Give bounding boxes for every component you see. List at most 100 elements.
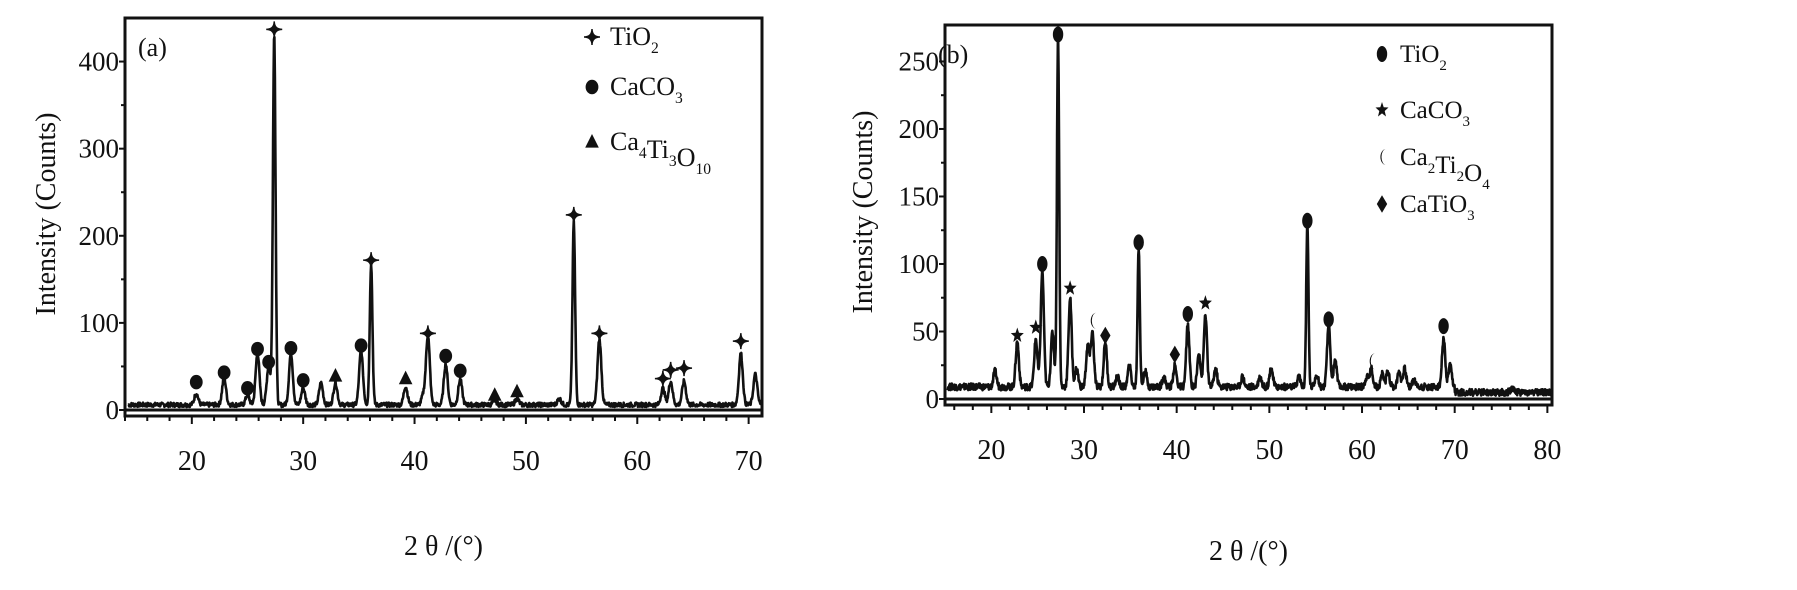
x-tick-label: 20 [977, 435, 1005, 466]
legend-subscript: 2 [1439, 58, 1447, 74]
peak-marker-diamond [1100, 326, 1111, 345]
legend-subscript: 4 [1482, 177, 1490, 193]
peak-marker-cross [676, 360, 693, 377]
peak-marker-crescent [1090, 312, 1097, 329]
legend-subscript: 2 [1428, 161, 1436, 177]
peak-marker-circle [189, 374, 203, 390]
peak-marker-star [1063, 280, 1077, 295]
legend-marker-triangle-icon [585, 134, 599, 148]
y-tick-label: 100 [79, 308, 120, 338]
peak-marker-circle [241, 381, 254, 396]
legend-subscript: 3 [1463, 114, 1471, 130]
plot-frame [123, 16, 764, 418]
legend-text: CaTiO [1400, 191, 1467, 218]
legend-text: Ca [610, 127, 639, 156]
x-tick-label: 40 [1163, 435, 1191, 466]
x-tick-label: 70 [1441, 435, 1469, 466]
peak-marker-triangle [398, 370, 413, 385]
peak-marker-cross [363, 252, 380, 269]
peak-marker-cross [591, 325, 608, 342]
peak-marker-crescent [1369, 353, 1376, 370]
x-tick-label: 30 [1070, 435, 1098, 466]
x-tick-label: 60 [1348, 435, 1376, 466]
legend-marker-diamond-icon [1376, 195, 1388, 213]
peak-marker-circle [439, 348, 453, 364]
peak-marker-oval [1052, 26, 1064, 43]
legend-marker-circle-icon [585, 79, 599, 95]
xrd-pattern-line [127, 35, 763, 409]
y-tick-label: 150 [899, 181, 940, 211]
x-tick-label: 80 [1533, 435, 1561, 466]
peak-marker-cross [732, 333, 749, 350]
legend-marker-crescent-icon [1380, 149, 1386, 165]
legend-subscript: 3 [1467, 208, 1475, 224]
peak-marker-circle [262, 354, 276, 370]
peak-marker-cross [654, 370, 671, 387]
x-tick-label: 30 [289, 446, 317, 477]
y-tick-label: 250 [899, 46, 940, 76]
peak-marker-oval [1037, 255, 1048, 272]
legend-text: Ca [1400, 144, 1428, 171]
y-tick-label: 400 [79, 47, 120, 77]
x-tick-label: 50 [512, 446, 540, 477]
legend-marker-cross-icon [583, 28, 601, 46]
peak-marker-circle [354, 338, 368, 353]
x-tick-label: 60 [623, 446, 651, 477]
legend-marker-oval-icon [1376, 46, 1388, 62]
peak-marker-circle [453, 363, 467, 378]
legend-subscript: 2 [651, 40, 659, 57]
y-tick-label: 100 [899, 249, 940, 279]
peak-marker-oval [1323, 311, 1334, 328]
peak-marker-circle [217, 365, 231, 380]
legend-label: CaTiO3 [1400, 191, 1475, 224]
peak-marker-cross [266, 21, 283, 38]
x-axis-label: 2 θ /(°) [404, 531, 483, 562]
peak-marker-star [1029, 319, 1043, 334]
y-tick-label: 300 [79, 134, 120, 164]
legend-text: TiO [610, 22, 651, 51]
legend-text: O [677, 143, 696, 172]
x-axis-label: 2 θ /(°) [1209, 536, 1288, 567]
legend-subscript: 10 [695, 161, 711, 178]
peak-marker-cross [662, 361, 679, 378]
legend-subscript: 3 [675, 90, 683, 107]
legend-text: O [1464, 160, 1482, 187]
legend-text: Ti [647, 135, 669, 164]
panel-label: (a) [138, 33, 167, 62]
legend-text: TiO [1400, 41, 1439, 68]
legend-label: CaCO3 [610, 72, 683, 107]
peak-marker-cross [565, 206, 582, 223]
peak-marker-circle [251, 341, 264, 357]
legend-label: Ca2Ti2O4 [1400, 144, 1490, 193]
peak-marker-circle [284, 340, 298, 356]
legend-subscript: 2 [1457, 169, 1465, 185]
xrd-pattern-line [946, 38, 1553, 397]
legend-subscript: 3 [669, 153, 677, 170]
y-axis-label: Intensity (Counts) [31, 113, 62, 316]
peak-marker-oval [1133, 234, 1144, 251]
y-tick-label: 0 [926, 384, 940, 414]
legend-text: Ti [1435, 152, 1456, 179]
legend-label: TiO2 [1400, 41, 1447, 74]
panel-b: 20 30 40 50 60 70 80 0 50 100 150 200 250 Intensity (… [848, 23, 1561, 567]
x-tick-label: 50 [1255, 435, 1283, 466]
x-tick-label: 40 [401, 446, 429, 477]
plot-frame [943, 23, 1554, 407]
peak-marker-oval [1182, 305, 1194, 322]
y-axis-label: Intensity (Counts) [848, 111, 879, 314]
legend-subscript: 4 [639, 145, 647, 162]
panel-a: 20 30 40 50 60 70 0 100 200 300 400 Intensity (Coun… [31, 16, 764, 562]
y-tick-label: 200 [899, 114, 940, 144]
peak-marker-diamond [1169, 345, 1181, 364]
panel-label: (b) [938, 40, 968, 69]
legend-label: CaCO3 [1400, 97, 1470, 130]
y-tick-label: 200 [79, 221, 120, 251]
peak-marker-oval [1302, 212, 1313, 229]
y-tick-label: 0 [106, 395, 120, 425]
legend-text: CaCO [610, 72, 675, 101]
x-tick-label: 70 [735, 446, 763, 477]
peak-marker-star [1198, 295, 1212, 310]
legend-label: Ca4Ti3O10 [610, 127, 711, 178]
peak-marker-triangle [510, 383, 524, 398]
